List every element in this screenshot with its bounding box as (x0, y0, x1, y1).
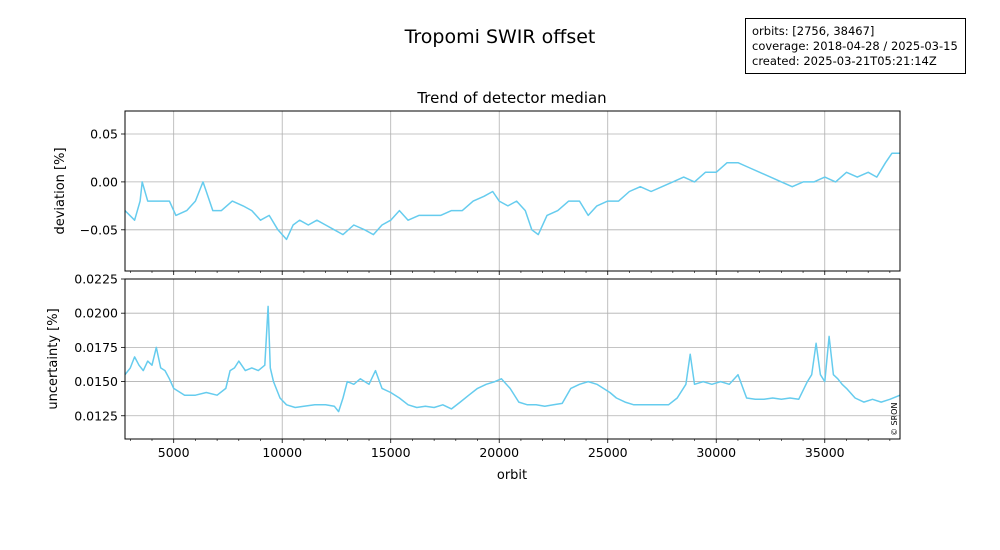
bottom-ytick-label: 0.0200 (74, 306, 118, 321)
bottom-xlabel: orbit (497, 468, 527, 483)
bottom-xtick-label: 30000 (696, 445, 736, 460)
figure-title: Tropomi SWIR offset (404, 26, 596, 48)
bottom-xtick-label: 35000 (805, 445, 845, 460)
bottom-ytick-label: 0.0150 (74, 374, 118, 389)
bottom-xtick-label: 20000 (479, 445, 519, 460)
info-orbits: orbits: [2756, 38467] (752, 24, 875, 38)
bottom-xtick-label: 15000 (371, 445, 411, 460)
top-ylabel: deviation [%] (53, 147, 68, 234)
bottom-series-line (124, 305, 901, 413)
info-coverage: coverage: 2018-04-28 / 2025-03-15 (752, 39, 958, 53)
copyright-label: © SRON (890, 403, 899, 436)
bottom-ylabel: uncertainty [%] (46, 308, 61, 409)
top-ytick-label: 0.05 (90, 126, 118, 141)
top-series-line (124, 152, 900, 241)
top-ytick-label: −0.05 (80, 222, 118, 237)
bottom-axes-frame (124, 278, 901, 440)
bottom-ytick-label: 0.0125 (74, 408, 118, 423)
bottom-xtick-label: 25000 (588, 445, 628, 460)
top-ytick-label: 0.00 (90, 174, 118, 189)
top-plot: 0.05 0.00 −0.05 (80, 110, 901, 275)
bottom-xtick-label: 10000 (262, 445, 302, 460)
bottom-ytick-label: 0.0175 (74, 340, 118, 355)
info-created: created: 2025-03-21T05:21:14Z (752, 54, 937, 68)
bottom-plot: 5000 10000 15000 20000 25000 30000 35000 0.0225… (74, 272, 901, 460)
bottom-xtick-label: 5000 (158, 445, 190, 460)
info-box: orbits: [2756, 38467] coverage: 2018-04-… (745, 18, 966, 74)
top-axes-frame (124, 110, 901, 272)
bottom-ytick-label: 0.0225 (74, 272, 118, 287)
top-axes-title: Trend of detector median (416, 89, 606, 107)
